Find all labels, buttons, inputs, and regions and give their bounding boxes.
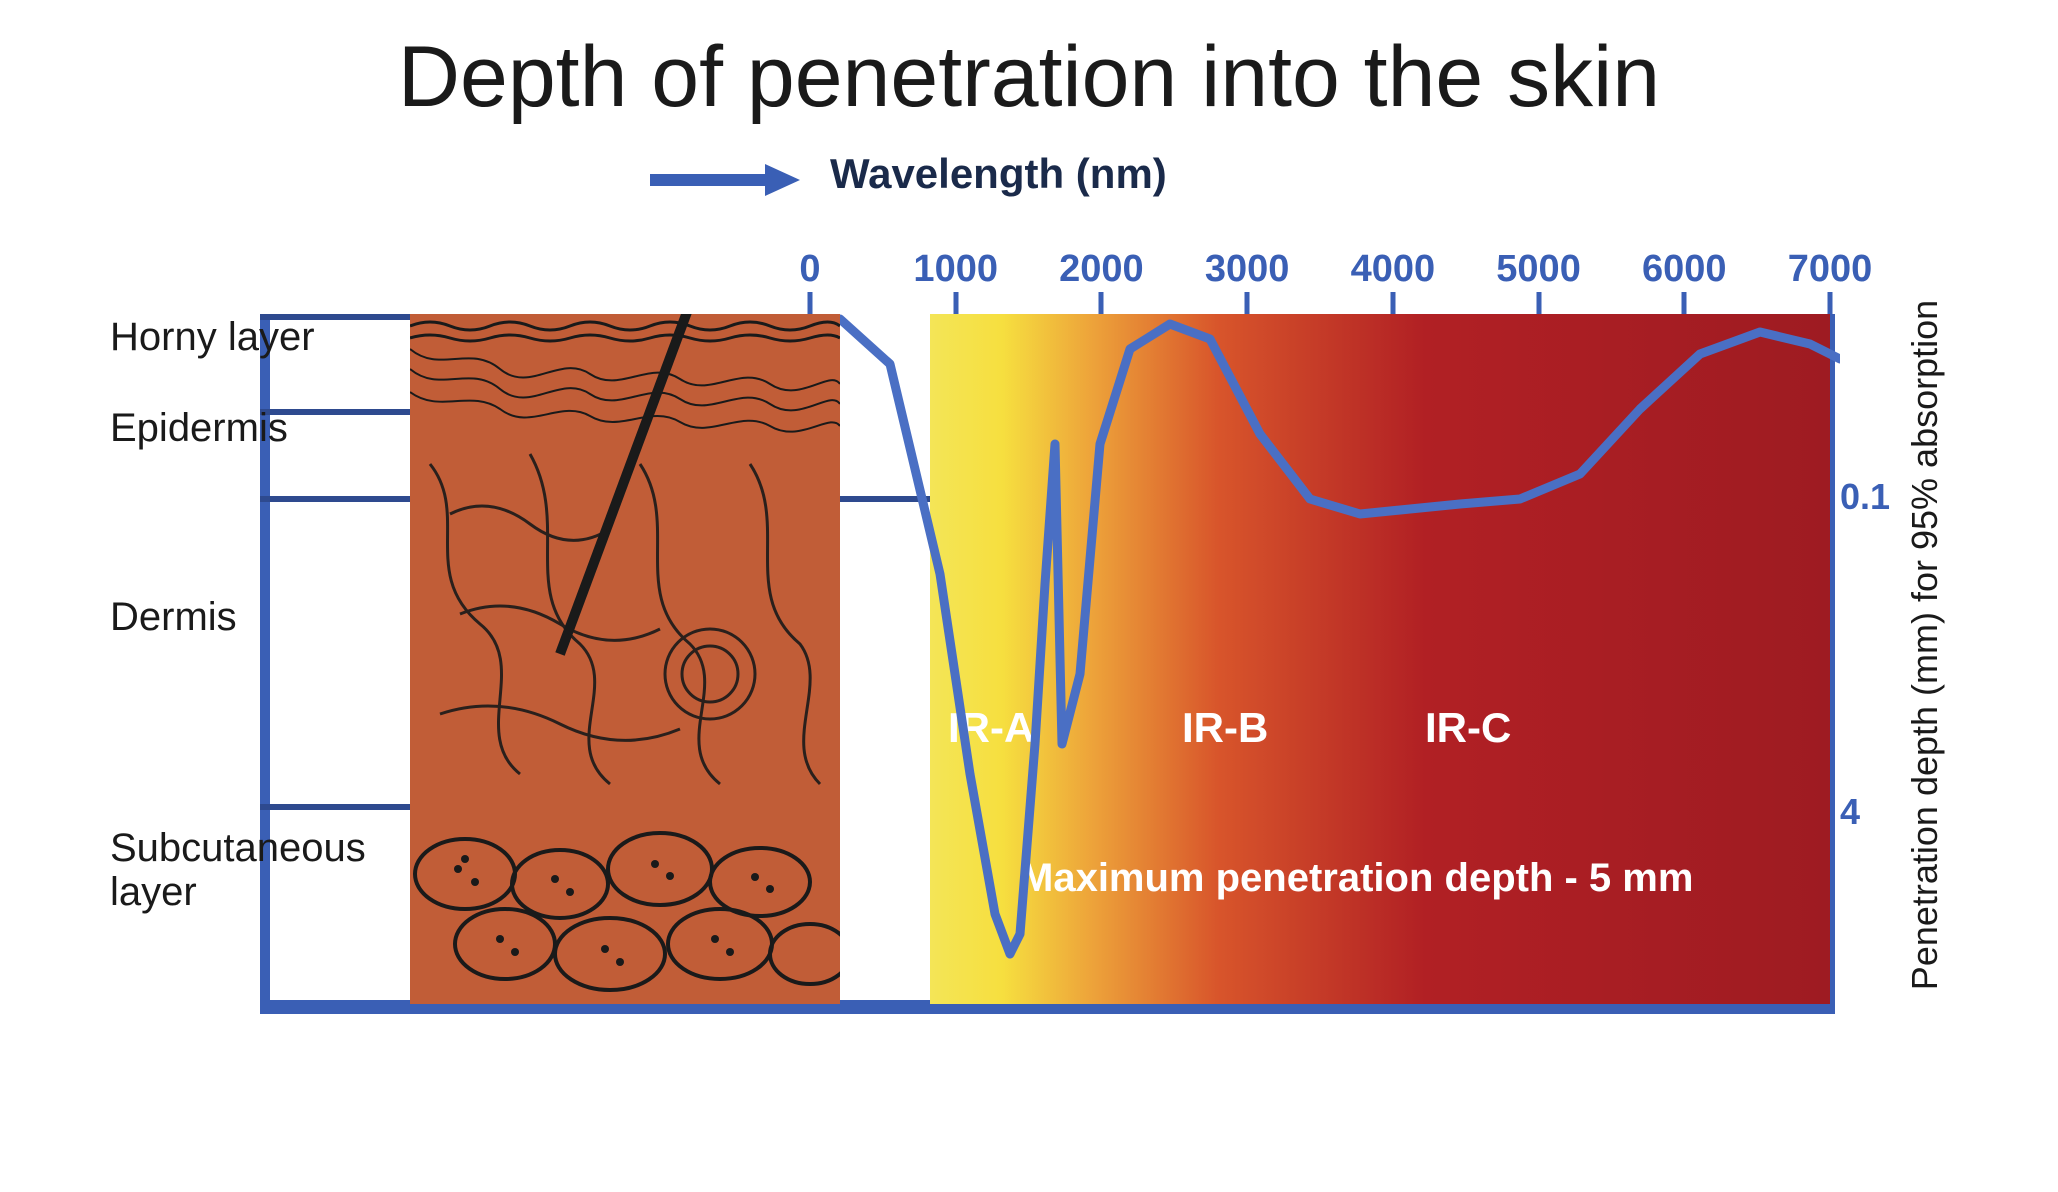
ir-band-label: IR-B	[1182, 704, 1268, 752]
max-penetration-text: Maximum penetration depth - 5 mm	[1020, 854, 1780, 902]
layer-label: Dermis	[110, 595, 400, 639]
y-axis-title: Penetration depth (mm) for 95% absorptio…	[1900, 220, 1950, 1070]
x-tick-mark	[1536, 292, 1541, 314]
x-tick-mark	[1099, 292, 1104, 314]
x-tick-label: 5000	[1496, 248, 1581, 291]
x-tick-mark	[1245, 292, 1250, 314]
x-tick-mark	[1682, 292, 1687, 314]
figure: Wavelength (nm) 0 1000 2000 3000 4000 5000 600…	[110, 150, 1930, 1030]
y-tick-label: 4	[1840, 791, 1860, 833]
x-tick-label: 3000	[1205, 248, 1290, 291]
x-tick-label: 7000	[1788, 248, 1873, 291]
x-axis-ticks: 01000200030004000500060007000	[810, 248, 1830, 294]
page-title: Depth of penetration into the skin	[0, 28, 2058, 127]
x-tick-mark	[953, 292, 958, 314]
ir-band-label: IR-C	[1425, 704, 1511, 752]
skin-crosssection	[410, 314, 840, 1004]
ir-band-label: IR-A	[948, 704, 1034, 752]
x-tick-label: 6000	[1642, 248, 1727, 291]
x-tick-mark	[1390, 292, 1395, 314]
x-tick-mark	[1828, 292, 1833, 314]
x-axis-label: Wavelength (nm)	[830, 150, 1167, 198]
x-tick-label: 0	[799, 248, 820, 291]
layer-label: Horny layer	[110, 315, 400, 359]
x-axis-arrow	[650, 160, 800, 200]
layer-label: Subcutaneous layer	[110, 826, 400, 914]
layer-label: Epidermis	[110, 406, 400, 450]
x-tick-label: 1000	[913, 248, 998, 291]
spectrum-region: IR-A IR-B IR-C Maximum penetration depth -…	[930, 314, 1830, 1004]
x-tick-mark	[808, 292, 813, 314]
y-tick-label: 0.1	[1840, 476, 1890, 518]
x-tick-label: 2000	[1059, 248, 1144, 291]
x-tick-label: 4000	[1351, 248, 1436, 291]
